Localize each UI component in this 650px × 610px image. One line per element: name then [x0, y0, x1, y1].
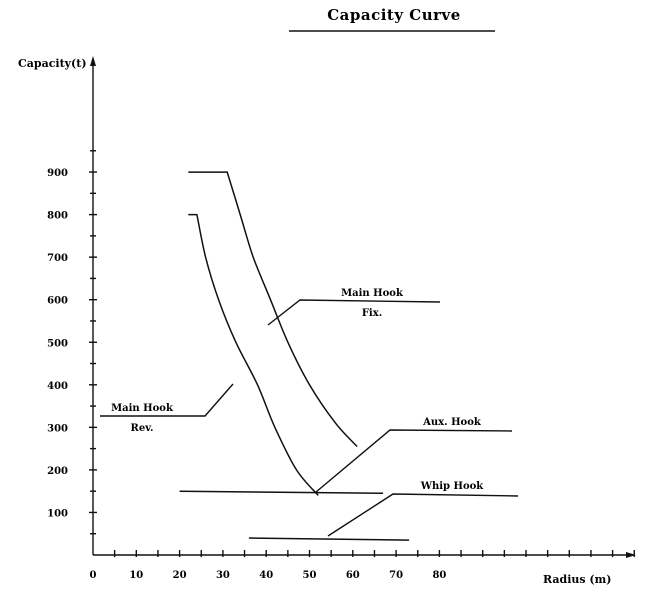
x-tick-label: 50: [303, 570, 317, 581]
main-hook-fix-curve: [188, 171, 358, 448]
y-tick-label: 500: [47, 338, 68, 349]
leader-main-hook-rev: [100, 383, 234, 417]
curves: [179, 171, 410, 541]
leaders: [100, 299, 519, 537]
y-tick-label: 300: [47, 423, 68, 434]
y-tick-label: 900: [47, 168, 68, 179]
x-tick-label: 70: [389, 570, 403, 581]
x-tick-label: 80: [432, 570, 446, 581]
x-axis-arrow-icon: [626, 552, 636, 558]
leader-whip-hook: [327, 493, 519, 537]
y-axis-label: Capacity(t): [18, 57, 87, 70]
label-main-hook-fix: Fix.: [362, 308, 382, 319]
leader-aux-hook: [315, 429, 513, 493]
y-tick-label: 800: [47, 211, 68, 222]
chart-title: Capacity Curve: [327, 6, 461, 24]
y-tick-label: 200: [47, 466, 68, 477]
leader-main-hook-fix: [267, 299, 441, 326]
y-ticks: 100 200 300 400 500 600 700 800 900: [47, 150, 97, 535]
whip-hook-line: [248, 537, 410, 541]
x-tick-label: 0: [90, 570, 97, 581]
y-tick-label: 400: [47, 381, 68, 392]
aux-hook-line: [179, 490, 384, 495]
x-tick-label: 60: [346, 570, 360, 581]
label-main-hook-rev: Main Hook: [111, 403, 174, 414]
x-ticks: 0 10 20 30 40 50 60 70 80: [90, 550, 635, 581]
annotations: Main Hook Fix. Main Hook Rev. Aux. Hook Whip …: [111, 288, 484, 492]
label-main-hook-rev: Rev.: [131, 423, 154, 434]
x-tick-label: 20: [173, 570, 187, 581]
x-tick-label: 30: [216, 570, 230, 581]
label-whip-hook: Whip Hook: [420, 481, 485, 492]
y-tick-label: 100: [47, 508, 68, 519]
label-aux-hook: Aux. Hook: [422, 417, 482, 428]
main-hook-rev-curve: [188, 213, 319, 496]
x-axis-label: Radius (m): [543, 573, 611, 586]
x-tick-label: 40: [259, 570, 273, 581]
label-main-hook-fix: Main Hook: [341, 288, 404, 299]
y-tick-label: 600: [47, 296, 68, 307]
y-tick-label: 700: [47, 253, 68, 264]
x-tick-label: 10: [129, 570, 143, 581]
y-axis-arrow-icon: [90, 56, 96, 66]
